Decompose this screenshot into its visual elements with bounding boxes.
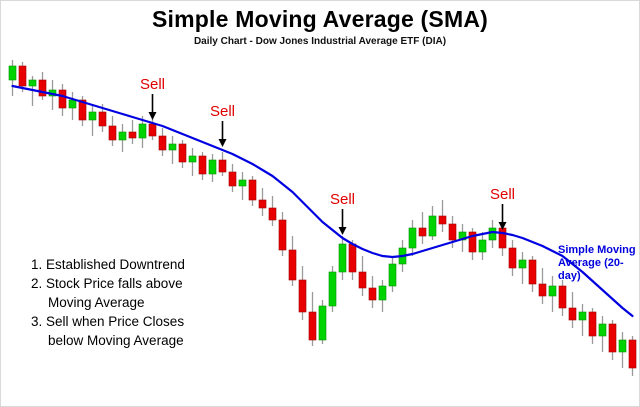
candle-down bbox=[158, 135, 167, 151]
candle-down bbox=[448, 223, 457, 241]
candle-down bbox=[348, 243, 357, 273]
candle-up bbox=[208, 159, 217, 175]
candle-down bbox=[508, 247, 517, 269]
candle-up bbox=[238, 179, 247, 187]
candle-up bbox=[318, 305, 327, 341]
candle-up bbox=[28, 79, 37, 87]
note-line-2: 2. Stock Price falls above bbox=[31, 276, 183, 291]
candle-up bbox=[518, 259, 527, 269]
sell-label: Sell bbox=[140, 76, 165, 93]
note-line-1: 1. Established Downtrend bbox=[31, 257, 185, 272]
candle-down bbox=[538, 283, 547, 297]
candle-down bbox=[228, 171, 237, 187]
sma-line bbox=[11, 84, 634, 318]
candle-up bbox=[378, 285, 387, 301]
candle-down bbox=[218, 159, 227, 173]
candle-up bbox=[578, 311, 587, 321]
sell-arrowhead-icon bbox=[498, 222, 507, 230]
candle-down bbox=[38, 79, 47, 97]
candle-down bbox=[58, 89, 67, 109]
candle-down bbox=[178, 143, 187, 163]
candle-down bbox=[128, 131, 137, 139]
note-line-3: 3. Sell when Price Closes bbox=[31, 314, 185, 329]
candle-down bbox=[198, 155, 207, 175]
candle-down bbox=[368, 287, 377, 301]
candle-down bbox=[358, 271, 367, 289]
candle-down bbox=[468, 231, 477, 253]
candle-down bbox=[98, 111, 107, 127]
candle-down bbox=[78, 99, 87, 121]
candle-down bbox=[418, 227, 427, 237]
candle-up bbox=[388, 263, 397, 287]
candle-up bbox=[478, 239, 487, 253]
candle-down bbox=[288, 249, 297, 281]
candle-up bbox=[548, 285, 557, 297]
sell-label: Sell bbox=[210, 103, 235, 120]
candle-down bbox=[148, 123, 157, 137]
candle-down bbox=[498, 227, 507, 249]
candle-down bbox=[308, 311, 317, 341]
candle-up bbox=[8, 65, 17, 81]
page-title: Simple Moving Average (SMA) bbox=[152, 6, 488, 32]
sell-arrowhead-icon bbox=[148, 112, 157, 120]
candle-up bbox=[168, 143, 177, 151]
candle-up bbox=[428, 215, 437, 237]
sell-arrowhead-icon bbox=[338, 227, 347, 235]
candle-down bbox=[18, 65, 27, 87]
sma-line-label-line2: Average (20-day) bbox=[558, 257, 624, 282]
candle-up bbox=[88, 111, 97, 121]
candle-down bbox=[588, 311, 597, 337]
candle-down bbox=[248, 179, 257, 201]
candle-up bbox=[338, 243, 347, 273]
candle-down bbox=[298, 279, 307, 313]
candle-down bbox=[558, 285, 567, 309]
candle-up bbox=[188, 155, 197, 163]
chart-subtitle: Daily Chart - Dow Jones Industrial Avera… bbox=[193, 36, 447, 47]
candle-down bbox=[528, 259, 537, 285]
candle-up bbox=[598, 323, 607, 337]
note-line-3-cont: below Moving Average bbox=[48, 333, 184, 348]
candle-down bbox=[278, 219, 287, 251]
candle-down bbox=[628, 339, 637, 369]
candle-down bbox=[268, 207, 277, 221]
candle-down bbox=[568, 307, 577, 321]
candle-down bbox=[108, 125, 117, 141]
candle-down bbox=[438, 215, 447, 225]
candle-down bbox=[608, 323, 617, 353]
candle-up bbox=[328, 271, 337, 307]
sell-label: Sell bbox=[490, 186, 515, 203]
candle-up bbox=[408, 227, 417, 249]
candle-up bbox=[138, 123, 147, 139]
sma-line-label: Simple Moving Average (20-day) bbox=[558, 244, 639, 283]
candle-up bbox=[68, 99, 77, 109]
sma-line-label-line1: Simple Moving bbox=[558, 244, 636, 256]
sell-label: Sell bbox=[330, 191, 355, 208]
candle-down bbox=[258, 199, 267, 209]
sell-arrowhead-icon bbox=[218, 139, 227, 147]
notes-list: 1. Established Downtrend 2. Stock Price … bbox=[31, 255, 185, 350]
candle-up bbox=[618, 339, 627, 353]
candle-up bbox=[488, 227, 497, 241]
note-line-2-cont: Moving Average bbox=[48, 295, 145, 310]
candle-up bbox=[118, 131, 127, 141]
